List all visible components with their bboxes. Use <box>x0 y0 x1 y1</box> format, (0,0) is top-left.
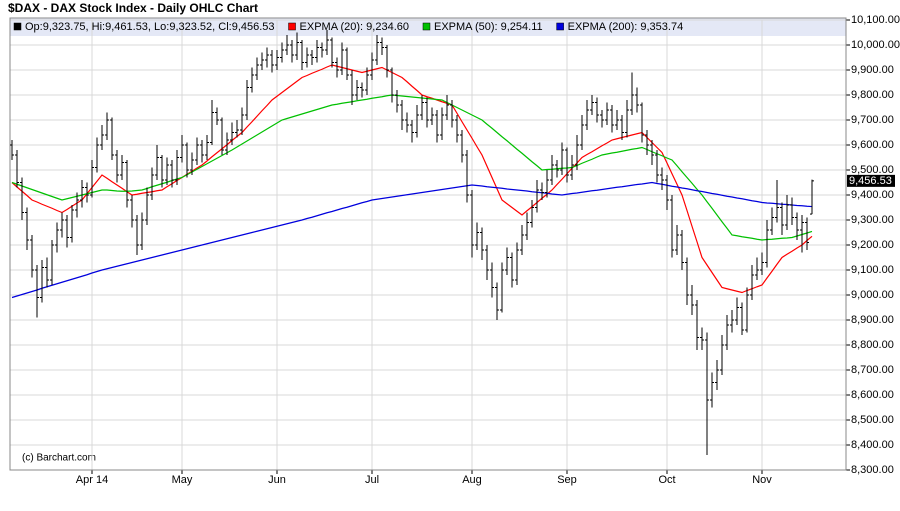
y-tick-label: 9,800.00 <box>851 89 894 101</box>
x-tick-label: Apr 14 <box>76 474 108 486</box>
y-tick-label: 8,400.00 <box>851 439 894 451</box>
plot-frame <box>9 17 847 471</box>
legend-swatch <box>13 22 22 31</box>
legend-label: EXPMA (20): 9,234.60 <box>300 21 409 33</box>
y-tick-label: 10,100.00 <box>851 14 900 26</box>
lines <box>11 64 813 299</box>
y-tick-label: 9,900.00 <box>851 64 894 76</box>
legend-swatch <box>556 22 564 31</box>
legend-label: EXPMA (50): 9,254.11 <box>434 21 543 33</box>
y-tick-label: 8,600.00 <box>851 389 894 401</box>
y-tick-label: 9,100.00 <box>851 264 894 276</box>
ohlc-bars <box>10 30 814 455</box>
x-tick-label: Oct <box>658 474 675 486</box>
last-price-label: 9,456.53 <box>849 175 892 187</box>
legend-label: EXPMA (200): 9,353.74 <box>568 21 684 33</box>
y-tick-label: 9,400.00 <box>851 189 894 201</box>
x-tick-label: Nov <box>752 474 772 486</box>
credit: (c) Barchart.com <box>22 453 96 464</box>
y-tick-label: 9,200.00 <box>851 239 894 251</box>
y-tick-label: 9,300.00 <box>851 214 894 226</box>
ema-line <box>11 94 813 241</box>
x-tick-label: Jul <box>365 474 379 486</box>
y-tick-label: 9,000.00 <box>851 289 894 301</box>
x-tick-label: Aug <box>462 474 482 486</box>
legend-label: Op:9,323.75, Hi:9,461.53, Lo:9,323.52, C… <box>25 21 275 33</box>
legend-swatch <box>288 22 296 31</box>
last-price-box <box>847 174 895 187</box>
x-tick-label: Jun <box>268 474 286 486</box>
y-tick-label: 8,300.00 <box>851 464 894 476</box>
y-tick-label: 10,000.00 <box>851 39 900 51</box>
y-tick-label: 9,500.00 <box>851 164 894 176</box>
y-tick-label: 9,700.00 <box>851 114 894 126</box>
plot-background <box>10 18 846 470</box>
chart-title: $DAX - DAX Stock Index - Daily OHLC Char… <box>8 1 258 15</box>
legend-swatch <box>422 22 431 31</box>
x-tick-label: May <box>172 474 193 486</box>
y-tick-label: 8,500.00 <box>851 414 894 426</box>
x-tick-label: Sep <box>557 474 577 486</box>
y-tick-label: 8,800.00 <box>851 339 894 351</box>
ema-line <box>11 181 813 299</box>
y-tick-label: 8,700.00 <box>851 364 894 376</box>
y-tick-label: 8,900.00 <box>851 314 894 326</box>
y-tick-label: 9,600.00 <box>851 139 894 151</box>
